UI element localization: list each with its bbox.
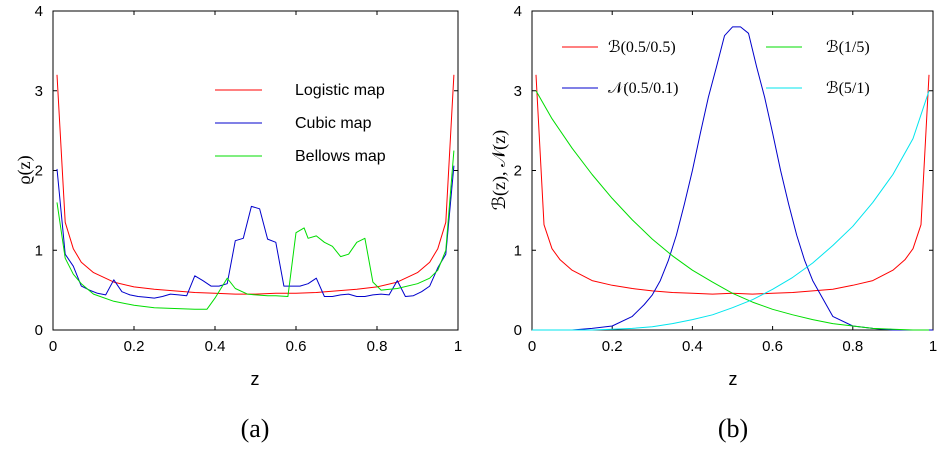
y-tick-label: 1 xyxy=(514,242,522,259)
legend: Logistic map Cubic map Bellows map xyxy=(215,82,386,165)
y-tick-label: 2 xyxy=(514,163,522,180)
x-tick-label: 0.2 xyxy=(602,338,623,355)
y-tick-label: 0 xyxy=(514,322,522,339)
y-tick-label: 3 xyxy=(514,83,522,100)
legend-label: 𝒩(0.5/0.1) xyxy=(608,80,678,97)
series-line xyxy=(532,91,929,330)
series-line xyxy=(532,27,933,330)
legend-label: ℬ(1/5) xyxy=(826,39,870,56)
series-line xyxy=(536,91,929,330)
panel-a: 0 0.2 0.4 0.6 0.8 1 0 1 2 3 4 Logistic map Cubic ma… xyxy=(14,3,462,443)
legend-label: Bellows map xyxy=(295,148,386,165)
x-tick-label: 0.2 xyxy=(124,338,145,355)
series-line xyxy=(536,75,929,294)
legend-label: ℬ(5/1) xyxy=(826,80,870,97)
x-tick-label: 0.6 xyxy=(286,338,307,355)
x-tick-label: 0.4 xyxy=(205,338,226,355)
legend-label: ℬ(0.5/0.5) xyxy=(608,39,676,56)
x-axis-label: z xyxy=(251,369,260,389)
y-tick-label: 3 xyxy=(35,83,43,100)
y-tick-label: 0 xyxy=(35,322,43,339)
y-axis-label: ℬ(z), 𝒩(z) xyxy=(489,130,510,210)
series-line xyxy=(57,166,454,298)
y-tick-label: 2 xyxy=(35,163,43,180)
x-tick-label: 0.8 xyxy=(842,338,863,355)
y-tick-label: 4 xyxy=(35,3,43,20)
y-axis-label: ϱ(z) xyxy=(14,155,35,184)
x-tick-label: 1 xyxy=(454,338,462,355)
series-line xyxy=(57,75,454,294)
legend-label: Logistic map xyxy=(295,82,385,99)
series-lines xyxy=(532,27,933,330)
plot-frame xyxy=(532,11,933,330)
legend-label: Cubic map xyxy=(295,115,372,132)
y-tick-label: 4 xyxy=(514,3,522,20)
panel-b: 0 0.2 0.4 0.6 0.8 1 0 1 2 3 4 ℬ(0.5/0.5) 𝒩(0.5/0.1)… xyxy=(489,3,937,443)
x-y-ticks: 0 0.2 0.4 0.6 0.8 1 0 1 2 3 4 xyxy=(514,3,937,355)
x-tick-label: 0 xyxy=(49,338,57,355)
x-tick-label: 0.4 xyxy=(682,338,703,355)
x-tick-label: 1 xyxy=(929,338,937,355)
y-tick-label: 1 xyxy=(35,242,43,259)
x-tick-label: 0 xyxy=(528,338,536,355)
x-axis-label: z xyxy=(729,369,738,389)
x-tick-label: 0.6 xyxy=(762,338,783,355)
series-lines xyxy=(57,75,454,309)
panel-caption: (a) xyxy=(241,414,270,443)
x-tick-label: 0.8 xyxy=(367,338,388,355)
panel-caption: (b) xyxy=(718,414,748,443)
x-y-ticks: 0 0.2 0.4 0.6 0.8 1 0 1 2 3 4 xyxy=(35,3,463,355)
